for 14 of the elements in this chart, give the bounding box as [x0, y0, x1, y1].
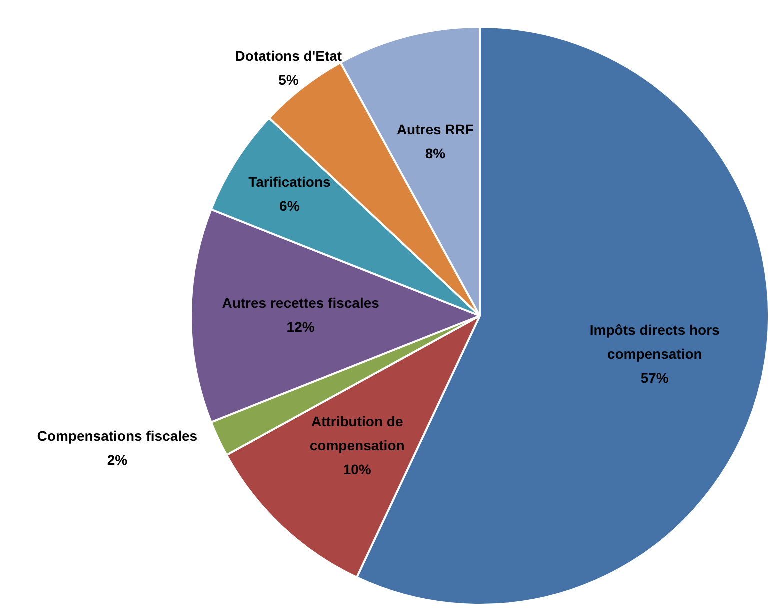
slice-label: Tarifications: [248, 174, 331, 190]
slice-label: Compensations fiscales: [37, 428, 198, 444]
data-label: 6%: [280, 198, 300, 214]
data-label: 57%: [640, 370, 670, 386]
slice-label: Attribution de compensation: [310, 413, 405, 454]
data-label: 12%: [286, 318, 316, 335]
slice-label: Dotations d'Etat: [235, 48, 342, 64]
slice-label: Autres recettes fiscales: [222, 294, 380, 311]
slice-label: Autres RRF: [396, 121, 474, 138]
data-label: 5%: [278, 72, 300, 88]
data-label: 8%: [425, 145, 446, 162]
slice-label: Impôts directs hors compensation: [590, 322, 720, 362]
data-label: 10%: [343, 461, 372, 478]
data-label: 2%: [107, 452, 128, 468]
